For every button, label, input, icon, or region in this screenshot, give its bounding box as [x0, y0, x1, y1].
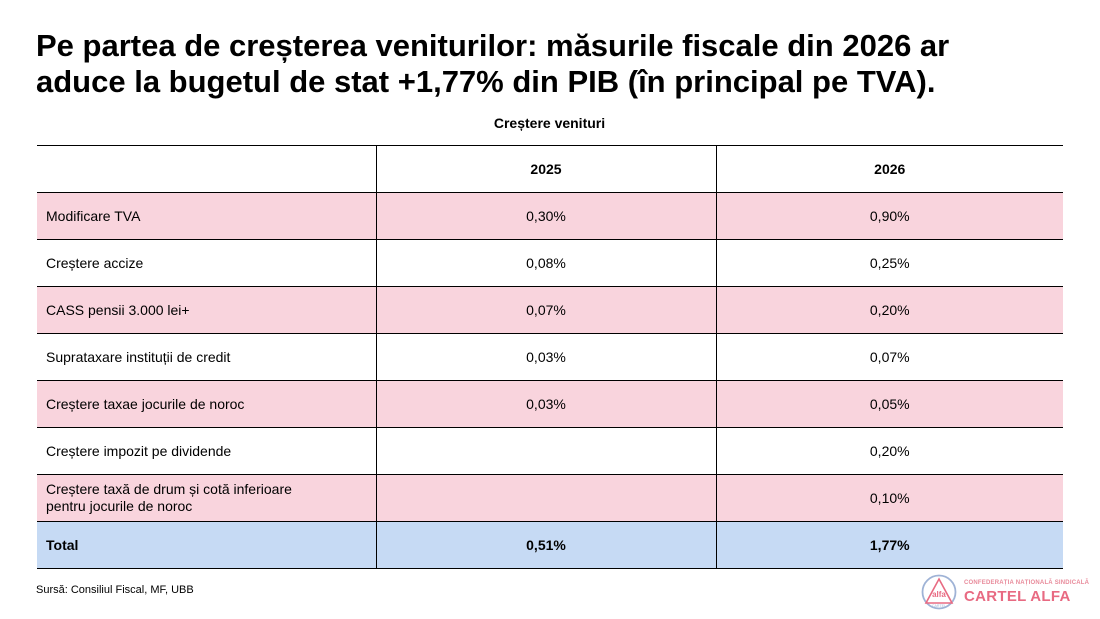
row-label: Modificare TVA [37, 192, 376, 240]
value-2025: 0,03% [375, 380, 716, 428]
slide-title-line-2: aduce la bugetul de stat +1,77% din PIB … [36, 64, 936, 99]
row-label: Creștere accize [37, 239, 376, 287]
value-2025: 0,30% [375, 192, 716, 240]
value-2025: 0,03% [375, 333, 716, 381]
table-row: Creștere taxae jocurile de noroc 0,03% 0… [37, 380, 1063, 428]
table-row: Creștere impozit pe dividende 0,20% [37, 427, 1063, 475]
table-row: Suprataxare instituții de credit 0,03% 0… [37, 333, 1063, 381]
value-2025: 0,07% [375, 286, 716, 334]
value-2026: 0,10% [715, 474, 1063, 522]
value-2025: 0,08% [375, 239, 716, 287]
row-label: Creștere taxă de drum și cotă inferioare… [37, 474, 376, 522]
table-total-row: Total 0,51% 1,77% [37, 521, 1063, 569]
emblem-subtext: CARTEL [932, 604, 946, 608]
value-2026: 0,20% [715, 286, 1063, 334]
row-label-line-2: pentru jocurile de noroc [46, 498, 193, 514]
slide-title-line-1: Pe partea de creșterea veniturilor: măsu… [36, 28, 950, 63]
revenue-table: 2025 2026 Modificare TVA 0,30% 0,90% Cre… [37, 145, 1063, 569]
header-cell-2025: 2025 [375, 145, 716, 193]
value-2025 [375, 427, 716, 475]
table-row: Modificare TVA 0,30% 0,90% [37, 192, 1063, 240]
value-2025 [375, 474, 716, 522]
total-2026: 1,77% [715, 521, 1063, 569]
emblem-text: alfa [932, 590, 946, 599]
row-label: Creștere taxae jocurile de noroc [37, 380, 376, 428]
cartel-alfa-emblem-icon: alfa CARTEL [921, 574, 957, 610]
header-cell-2026: 2026 [715, 145, 1063, 193]
value-2026: 0,05% [715, 380, 1063, 428]
row-label: CASS pensii 3.000 lei+ [37, 286, 376, 334]
value-2026: 0,07% [715, 333, 1063, 381]
table-header-row: 2025 2026 [37, 145, 1063, 193]
value-2026: 0,20% [715, 427, 1063, 475]
value-2026: 0,25% [715, 239, 1063, 287]
row-label: Creștere impozit pe dividende [37, 427, 376, 475]
row-label: Suprataxare instituții de credit [37, 333, 376, 381]
total-2025: 0,51% [375, 521, 716, 569]
slide-title: Pe partea de creșterea veniturilor: măsu… [36, 28, 1076, 100]
total-label: Total [37, 521, 376, 569]
source-label: Sursă: [36, 584, 68, 596]
cartel-alfa-logo: alfa CARTEL CONFEDERAȚIA NAȚIONALĂ SINDI… [921, 574, 1089, 610]
value-2026: 0,90% [715, 192, 1063, 240]
logo-big-text: CARTEL ALFA [964, 588, 1071, 605]
table-row: Creștere taxă de drum și cotă inferioare… [37, 474, 1063, 522]
row-label-line-1: Creștere taxă de drum și cotă inferioare [46, 481, 292, 497]
table-row: CASS pensii 3.000 lei+ 0,07% 0,20% [37, 286, 1063, 334]
table-row: Creștere accize 0,08% 0,25% [37, 239, 1063, 287]
logo-small-text: CONFEDERAȚIA NAȚIONALĂ SINDICALĂ [964, 580, 1090, 586]
header-cell-empty [37, 145, 376, 193]
source-note: Sursă: Consiliul Fiscal, MF, UBB [36, 584, 194, 596]
table-caption: Creștere venituri [493, 115, 606, 131]
source-text: Consiliul Fiscal, MF, UBB [70, 584, 194, 596]
